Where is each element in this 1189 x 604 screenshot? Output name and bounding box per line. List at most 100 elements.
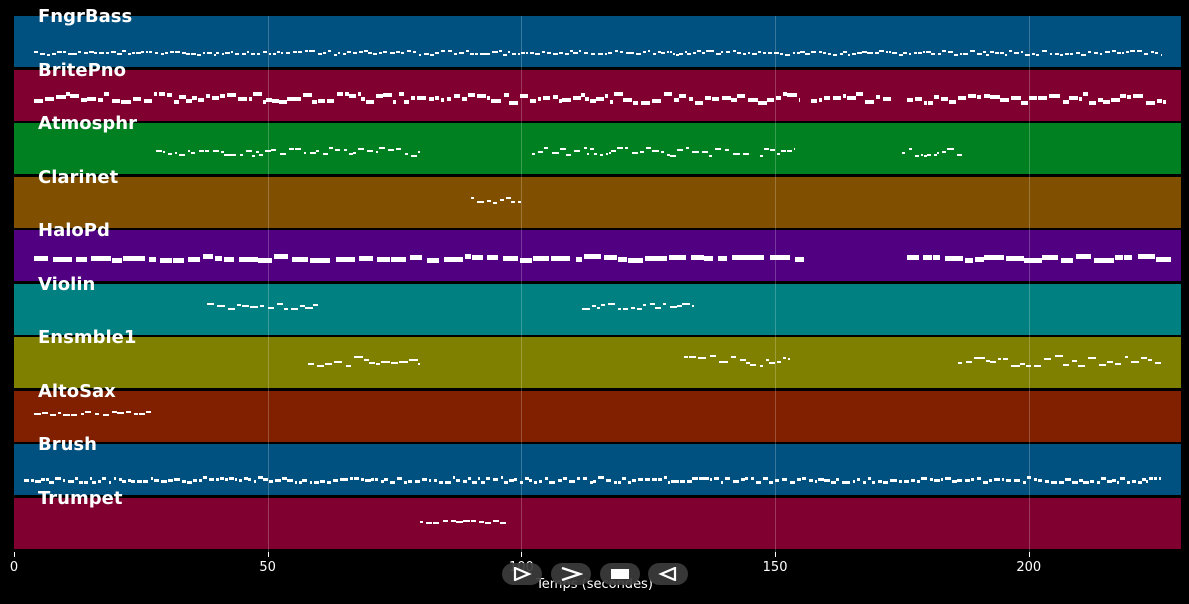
note (174, 478, 180, 482)
note (98, 480, 101, 484)
note (333, 360, 343, 363)
note (1000, 51, 1004, 54)
note (112, 410, 118, 413)
note (181, 479, 186, 483)
track-clarinet (14, 176, 1181, 228)
note (154, 91, 158, 96)
note (640, 101, 651, 106)
note (66, 92, 70, 97)
note (965, 257, 974, 263)
play-button[interactable] (502, 563, 542, 585)
note (921, 477, 928, 481)
note (213, 150, 220, 153)
note (335, 256, 355, 262)
note (691, 151, 699, 154)
note (724, 476, 731, 480)
note (384, 478, 389, 482)
forward-button[interactable] (551, 563, 591, 585)
note (627, 480, 631, 484)
note (582, 308, 591, 311)
note (369, 362, 376, 365)
x-tick-mark (1028, 552, 1030, 557)
note (934, 153, 937, 156)
note (477, 93, 487, 98)
note (500, 476, 504, 480)
note (1026, 476, 1032, 480)
note (40, 52, 46, 55)
note (89, 477, 93, 481)
note (668, 255, 686, 261)
note (455, 478, 460, 482)
note (358, 255, 374, 261)
note (984, 255, 1005, 261)
note (84, 411, 92, 414)
note (111, 51, 116, 54)
note (569, 50, 573, 53)
note (94, 51, 98, 54)
note (444, 257, 463, 262)
note (358, 147, 364, 150)
note (971, 477, 975, 481)
note (133, 96, 142, 101)
track-trumpet (14, 497, 1181, 549)
note (1037, 96, 1047, 101)
note (68, 479, 75, 483)
track-violin (14, 283, 1181, 335)
note (606, 153, 609, 156)
note (672, 53, 676, 56)
note (553, 94, 559, 99)
note (739, 358, 746, 361)
note (835, 477, 840, 481)
note (98, 51, 104, 54)
note (709, 50, 715, 53)
note (782, 91, 787, 96)
note (417, 363, 420, 366)
note (1071, 360, 1078, 363)
note (371, 478, 374, 482)
note (228, 476, 235, 480)
note (216, 305, 225, 308)
note (658, 477, 663, 481)
note (1127, 481, 1131, 485)
note (609, 100, 614, 105)
note (1146, 479, 1149, 483)
note (585, 96, 589, 101)
x-tick-mark (267, 552, 269, 557)
note (770, 149, 775, 152)
note (452, 476, 456, 480)
note (1042, 255, 1058, 261)
note (173, 99, 179, 104)
note (927, 154, 932, 157)
note (161, 479, 167, 483)
track-atmosphr (14, 123, 1181, 175)
note (299, 304, 305, 307)
note (757, 50, 762, 53)
note (239, 479, 242, 482)
note (970, 50, 975, 53)
note (257, 476, 263, 480)
note (899, 53, 903, 56)
note (786, 150, 792, 153)
note (1082, 92, 1089, 97)
note (762, 476, 769, 480)
note (1104, 51, 1110, 54)
note (604, 53, 608, 56)
note (975, 256, 984, 262)
note (857, 52, 862, 55)
note (314, 480, 320, 484)
note (557, 479, 562, 483)
rewind-button[interactable] (648, 563, 688, 585)
note (125, 410, 131, 413)
note (633, 101, 639, 106)
note (416, 95, 426, 100)
note (949, 99, 956, 104)
note (491, 99, 501, 104)
note (375, 151, 378, 154)
note (957, 95, 967, 100)
note (589, 480, 593, 484)
note (942, 150, 947, 153)
stop-button[interactable] (600, 563, 640, 585)
note (291, 256, 309, 262)
note (934, 95, 939, 100)
note (844, 480, 847, 484)
